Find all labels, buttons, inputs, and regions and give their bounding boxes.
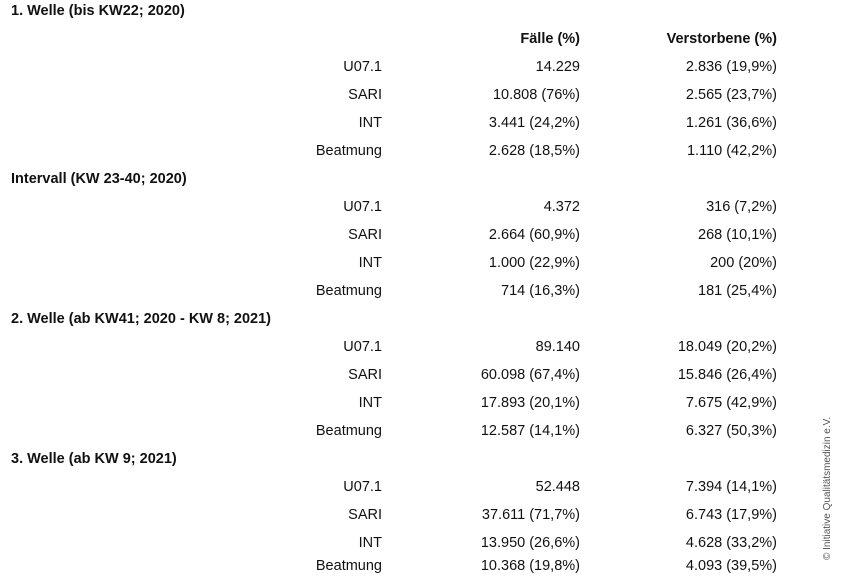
table-row: INT 13.950 (26,6%) 4.628 (33,2%) bbox=[0, 532, 820, 560]
table-row: U07.1 52.448 7.394 (14,1%) bbox=[0, 476, 820, 504]
cases-cell: 37.611 (71,7%) bbox=[481, 507, 580, 523]
row-label: U07.1 bbox=[343, 479, 382, 495]
row-label: SARI bbox=[348, 227, 382, 243]
row-label: Beatmung bbox=[315, 143, 382, 159]
cases-cell: 14.229 bbox=[535, 59, 580, 75]
table-row: U07.1 89.140 18.049 (20,2%) bbox=[0, 336, 820, 364]
deaths-cell: 18.049 (20,2%) bbox=[677, 339, 777, 355]
row-label: Beatmung bbox=[315, 283, 382, 299]
section-title: 1. Welle (bis KW22; 2020) bbox=[11, 3, 185, 19]
column-header-cases: Fälle (%) bbox=[520, 31, 580, 47]
deaths-cell: 7.394 (14,1%) bbox=[685, 479, 777, 495]
cases-cell: 2.664 (60,9%) bbox=[488, 227, 580, 243]
deaths-cell: 4.093 (39,5%) bbox=[685, 558, 777, 574]
deaths-cell: 1.110 (42,2%) bbox=[686, 143, 777, 159]
table-row: U07.1 4.372 316 (7,2%) bbox=[0, 196, 820, 224]
section-title-row: 3. Welle (ab KW 9; 2021) bbox=[0, 448, 820, 476]
row-label: Beatmung bbox=[315, 423, 382, 439]
deaths-cell: 4.628 (33,2%) bbox=[685, 535, 777, 551]
table-row: U07.1 14.229 2.836 (19,9%) bbox=[0, 56, 820, 84]
deaths-cell: 1.261 (36,6%) bbox=[685, 115, 777, 131]
section-title-row: 2. Welle (ab KW41; 2020 - KW 8; 2021) bbox=[0, 308, 820, 336]
row-label: INT bbox=[358, 395, 382, 411]
table-row: SARI 60.098 (67,4%) 15.846 (26,4%) bbox=[0, 364, 820, 392]
cases-cell: 2.628 (18,5%) bbox=[488, 143, 580, 159]
table-row: SARI 37.611 (71,7%) 6.743 (17,9%) bbox=[0, 504, 820, 532]
copyright-notice: © Initiative Qualitätsmedizin e.V. bbox=[822, 416, 833, 560]
cases-cell: 10.808 (76%) bbox=[492, 87, 580, 103]
deaths-cell: 268 (10,1%) bbox=[698, 227, 777, 243]
deaths-cell: 7.675 (42,9%) bbox=[685, 395, 777, 411]
deaths-cell: 15.846 (26,4%) bbox=[677, 367, 777, 383]
deaths-cell: 2.565 (23,7%) bbox=[685, 87, 777, 103]
table-row: INT 3.441 (24,2%) 1.261 (36,6%) bbox=[0, 112, 820, 140]
column-header-row: Fälle (%) Verstorbene (%) bbox=[0, 28, 820, 56]
table-row: Beatmung 12.587 (14,1%) 6.327 (50,3%) bbox=[0, 420, 820, 448]
deaths-cell: 6.743 (17,9%) bbox=[685, 507, 777, 523]
section-title-row: Intervall (KW 23-40; 2020) bbox=[0, 168, 820, 196]
deaths-cell: 200 (20%) bbox=[710, 255, 777, 271]
row-label: U07.1 bbox=[343, 199, 382, 215]
cases-cell: 17.893 (20,1%) bbox=[480, 395, 580, 411]
section-title: 2. Welle (ab KW41; 2020 - KW 8; 2021) bbox=[11, 311, 272, 327]
cases-cell: 10.368 (19,8%) bbox=[480, 558, 580, 574]
deaths-cell: 181 (25,4%) bbox=[698, 283, 777, 299]
cases-cell: 12.587 (14,1%) bbox=[480, 423, 580, 439]
table-row: INT 17.893 (20,1%) 7.675 (42,9%) bbox=[0, 392, 820, 420]
row-label: Beatmung bbox=[315, 558, 382, 574]
table-row: Beatmung 714 (16,3%) 181 (25,4%) bbox=[0, 280, 820, 308]
cases-cell: 3.441 (24,2%) bbox=[488, 115, 580, 131]
table-row: Beatmung 10.368 (19,8%) 4.093 (39,5%) bbox=[0, 555, 820, 583]
cases-cell: 52.448 bbox=[535, 479, 580, 495]
table-row: SARI 10.808 (76%) 2.565 (23,7%) bbox=[0, 84, 820, 112]
row-label: INT bbox=[358, 115, 382, 131]
deaths-cell: 316 (7,2%) bbox=[706, 199, 777, 215]
row-label: SARI bbox=[348, 507, 382, 523]
cases-cell: 60.098 (67,4%) bbox=[480, 367, 580, 383]
cases-cell: 714 (16,3%) bbox=[501, 283, 580, 299]
table-row: INT 1.000 (22,9%) 200 (20%) bbox=[0, 252, 820, 280]
cases-cell: 89.140 bbox=[535, 339, 580, 355]
deaths-cell: 6.327 (50,3%) bbox=[685, 423, 777, 439]
deaths-cell: 2.836 (19,9%) bbox=[685, 59, 777, 75]
column-header-deaths: Verstorbene (%) bbox=[666, 31, 777, 47]
section-title-row: 1. Welle (bis KW22; 2020) bbox=[0, 0, 820, 28]
row-label: INT bbox=[358, 255, 382, 271]
row-label: U07.1 bbox=[343, 339, 382, 355]
row-label: SARI bbox=[348, 87, 382, 103]
cases-cell: 4.372 bbox=[543, 199, 580, 215]
row-label: INT bbox=[358, 535, 382, 551]
table-row: Beatmung 2.628 (18,5%) 1.110 (42,2%) bbox=[0, 140, 820, 168]
section-title: Intervall (KW 23-40; 2020) bbox=[11, 171, 187, 187]
section-title: 3. Welle (ab KW 9; 2021) bbox=[11, 451, 177, 467]
cases-cell: 1.000 (22,9%) bbox=[488, 255, 580, 271]
row-label: U07.1 bbox=[343, 59, 382, 75]
cases-cell: 13.950 (26,6%) bbox=[480, 535, 580, 551]
row-label: SARI bbox=[348, 367, 382, 383]
table-row: SARI 2.664 (60,9%) 268 (10,1%) bbox=[0, 224, 820, 252]
